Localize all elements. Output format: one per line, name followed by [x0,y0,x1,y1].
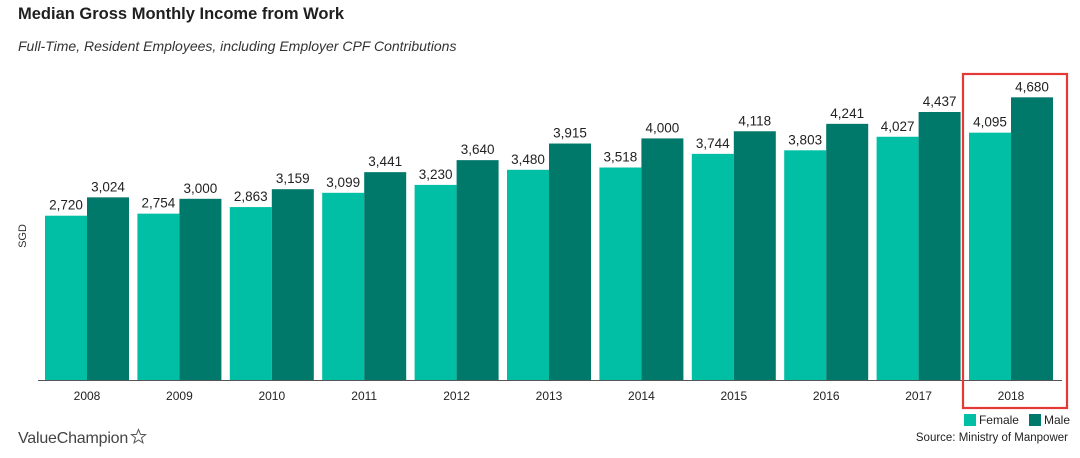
data-label-female-2018: 4,095 [973,115,1007,130]
data-label-female-2013: 3,480 [511,152,545,167]
data-label-male-2015: 4,118 [738,113,771,128]
bar-male-2015 [733,131,776,380]
highlight-box-2018 [961,72,1069,410]
bar-female-2010 [229,207,272,380]
legend-label-female: Female [978,413,1019,427]
legend-label-male: Male [1043,413,1070,427]
chart-subtitle: Full-Time, Resident Employees, including… [18,38,457,54]
star-icon [130,428,148,450]
x-tick-label-2011: 2011 [351,389,377,403]
chart-title: Median Gross Monthly Income from Work [18,5,345,23]
bar-female-2017 [876,136,919,380]
data-label-male-2017: 4,437 [923,94,957,109]
bar-male-2014 [641,138,684,380]
data-label-female-2015: 3,744 [696,136,730,151]
data-label-male-2012: 3,640 [461,142,495,157]
brand-name: ValueChampion [18,430,129,447]
bar-female-2016 [784,150,827,380]
bar-male-2016 [826,123,869,381]
y-axis-label: SGD [17,224,29,248]
bar-male-2008 [87,197,129,380]
bar-female-2013 [507,169,549,380]
data-label-male-2014: 4,000 [646,120,680,135]
x-tick-label-2008: 2008 [74,389,101,403]
bar-male-2018 [1011,97,1053,381]
bar-male-2010 [271,189,314,380]
legend-swatch-female [963,414,976,426]
bar-female-2015 [691,153,734,380]
data-label-female-2011: 3,099 [326,175,360,190]
data-label-female-2017: 4,027 [881,119,915,134]
bar-female-2009 [137,213,180,380]
source-note: Source: Ministry of Manpower [915,432,1068,444]
x-tick-label-2014: 2014 [628,389,655,403]
bar-male-2017 [918,112,961,380]
x-tick-label-2017: 2017 [905,389,932,403]
data-label-male-2011: 3,441 [368,154,402,169]
bar-female-2012 [414,184,457,380]
bar-chart: SGD 2,720 3,024 2008 2,754 3,000 2009 2,863 3,15… [17,72,1069,410]
x-tick-label-2015: 2015 [720,389,747,403]
brand-logo: ValueChampion [18,428,148,450]
data-label-male-2013: 3,915 [553,126,587,141]
x-tick-label-2018: 2018 [998,389,1025,403]
x-tick-label-2010: 2010 [258,389,285,403]
legend: Female Male [963,413,1070,427]
data-label-male-2009: 3,000 [184,181,218,196]
data-label-male-2010: 3,159 [276,171,310,186]
legend-item-female: Female [963,413,1019,427]
x-tick-label-2009: 2009 [166,389,193,403]
bar-female-2014 [599,167,642,380]
data-label-female-2009: 2,754 [142,196,176,211]
bar-female-2011 [322,192,365,380]
data-label-female-2008: 2,720 [49,198,83,213]
data-label-female-2014: 3,518 [604,150,638,165]
legend-item-male: Male [1028,413,1070,427]
data-label-male-2018: 4,680 [1015,79,1049,94]
data-label-female-2016: 3,803 [788,132,822,147]
x-tick-label-2016: 2016 [813,389,840,403]
data-label-female-2010: 2,863 [234,189,268,204]
x-tick-label-2013: 2013 [536,389,563,403]
x-tick-label-2012: 2012 [443,389,470,403]
bar-male-2009 [179,198,222,380]
data-label-female-2012: 3,230 [419,167,453,182]
bar-male-2011 [364,172,407,380]
data-label-male-2008: 3,024 [91,179,125,194]
legend-swatch-male [1028,414,1041,426]
bar-female-2018 [969,132,1011,380]
bar-male-2013 [549,143,591,380]
data-label-male-2016: 4,241 [830,106,864,121]
bar-female-2008 [45,215,87,380]
bar-male-2012 [456,160,499,380]
